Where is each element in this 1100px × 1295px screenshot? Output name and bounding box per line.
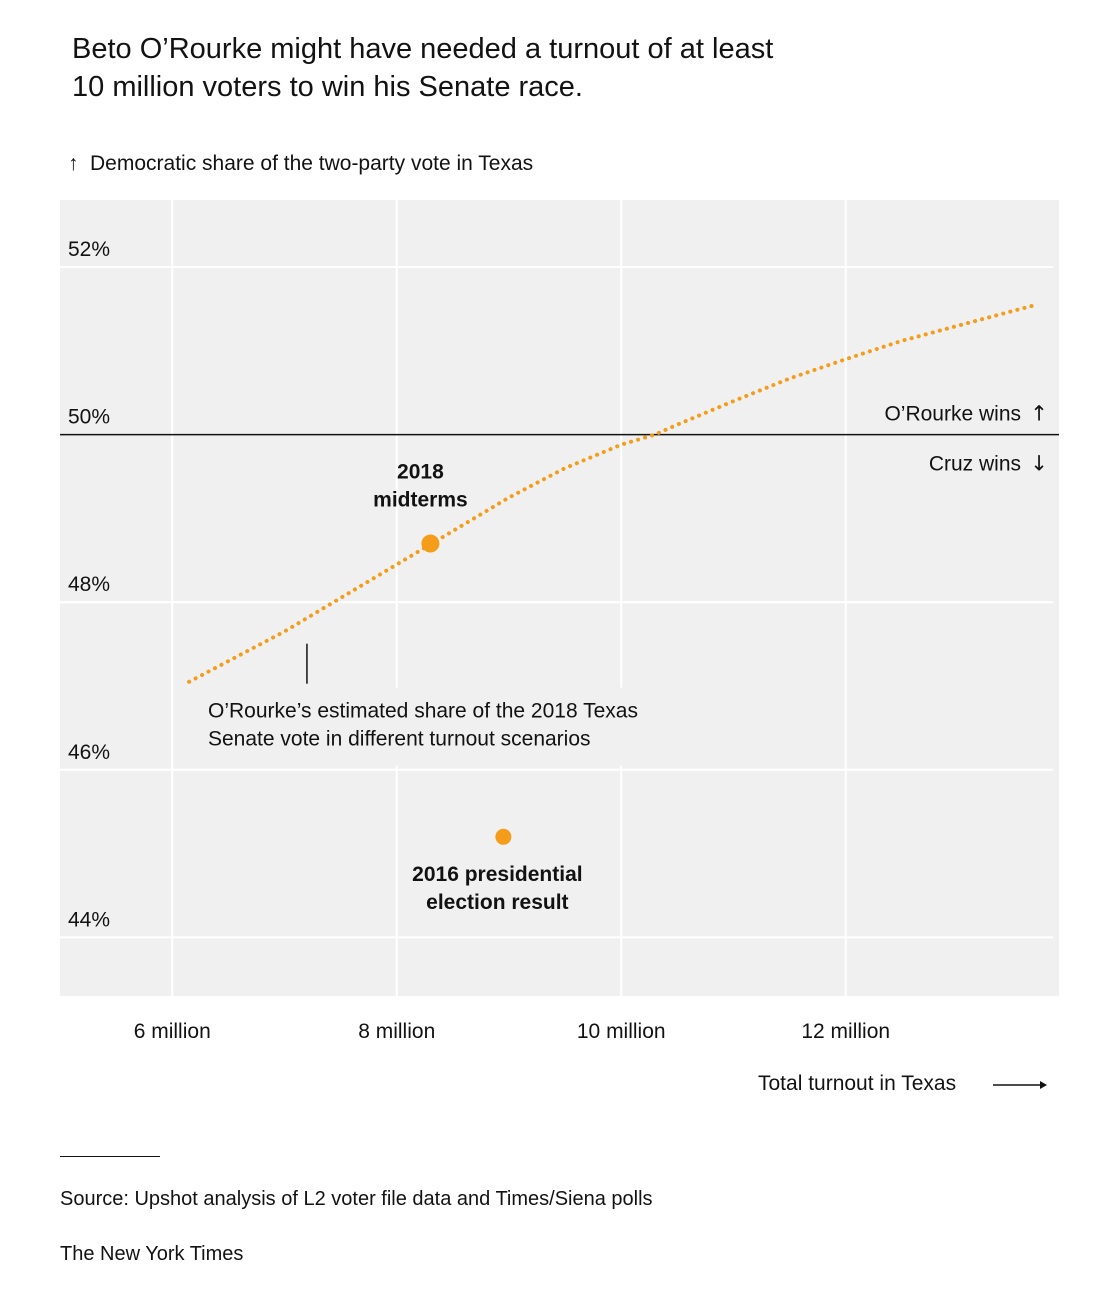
- orourke-wins-label: O’Rourke wins: [884, 403, 1021, 426]
- annotation-line-1: O’Rourke’s estimated share of the 2018 T…: [208, 700, 638, 723]
- point-2018-midterms: [421, 534, 440, 553]
- arrow-down-icon: ↓: [1030, 452, 1048, 476]
- series-line-0: [187, 302, 1039, 684]
- chart-title-line-1: Beto O’Rourke might have needed a turnou…: [72, 33, 774, 65]
- x-axis-label: Total turnout in Texas: [758, 1072, 956, 1096]
- point-2018-midterms-label-1: 2018: [397, 461, 444, 484]
- x-tick-label-10: 10 million: [577, 1020, 666, 1043]
- annotation-background: [200, 687, 670, 766]
- point-2016-presidential: [495, 828, 512, 845]
- plot-area: [60, 200, 1059, 996]
- x-tick-label-12: 12 million: [801, 1020, 890, 1043]
- point-2018-midterms-label-2: midterms: [373, 489, 468, 512]
- y-tick-label-52: 52%: [68, 238, 110, 261]
- y-tick-label-44: 44%: [68, 908, 110, 931]
- tick-labels: 6 million 8 million 10 million 12 million 44…: [68, 238, 890, 1043]
- y-axis-label-text: Democratic share of the two-party vote i…: [90, 152, 534, 175]
- y-tick-label-46: 46%: [68, 741, 110, 764]
- footer-rule: [60, 1156, 160, 1157]
- turnout-chart: 6 million 8 million 10 million 12 million 44…: [60, 200, 1059, 1043]
- point-2016-presidential-label-1: 2016 presidential: [412, 863, 582, 886]
- cruz-wins-label: Cruz wins: [929, 453, 1021, 476]
- threshold-group: O’Rourke wins ↑ Cruz wins ↓: [60, 402, 1059, 476]
- source-note: Source: Upshot analysis of L2 voter file…: [60, 1188, 653, 1210]
- series-group: [187, 302, 1039, 684]
- point-2016-presidential-label-2: election result: [426, 891, 568, 914]
- y-tick-label-50: 50%: [68, 406, 110, 429]
- points-group: 2018 midterms 2016 presidential election…: [373, 461, 582, 914]
- y-axis-label: ↑ Democratic share of the two-party vote …: [68, 152, 533, 176]
- x-axis-label-text: Total turnout in Texas: [758, 1072, 957, 1095]
- arrow-up-icon: ↑: [68, 152, 79, 175]
- y-tick-label-48: 48%: [68, 573, 110, 596]
- arrow-right-icon: [993, 1081, 1047, 1089]
- estimate-annotation: O’Rourke’s estimated share of the 2018 T…: [200, 643, 670, 766]
- x-tick-label-8: 8 million: [358, 1020, 435, 1043]
- publisher-credit: The New York Times: [60, 1243, 244, 1265]
- annotation-line-2: Senate vote in different turnout scenari…: [208, 728, 591, 751]
- chart-title-line-2: 10 million voters to win his Senate race…: [72, 71, 583, 103]
- x-tick-label-6: 6 million: [134, 1020, 211, 1043]
- gridlines: [60, 200, 1053, 996]
- arrow-up-icon: ↑: [1030, 402, 1048, 426]
- chart-title: Beto O’Rourke might have needed a turnou…: [72, 30, 872, 106]
